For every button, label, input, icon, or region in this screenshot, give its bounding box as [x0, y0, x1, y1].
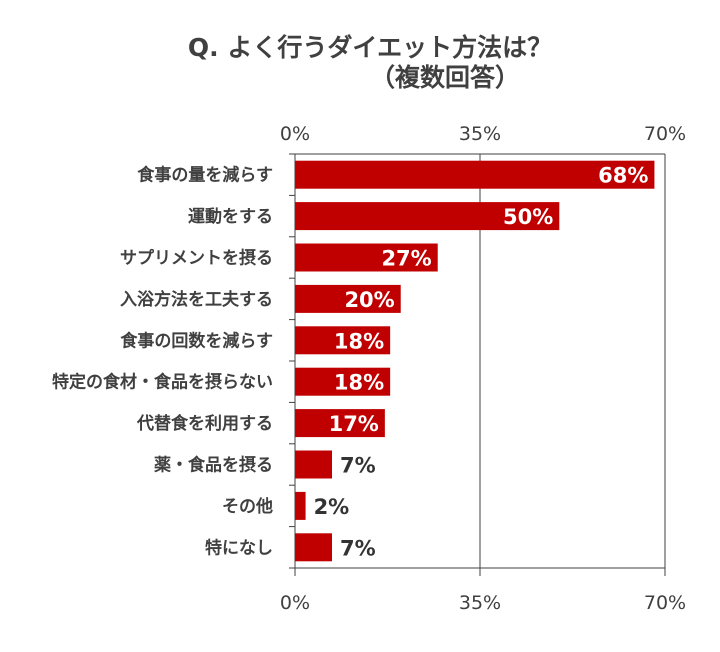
category-label: その他 [222, 496, 273, 517]
x-tick-label-bottom: 70% [644, 592, 686, 614]
bar [295, 450, 332, 479]
data-label: 50% [503, 205, 553, 229]
x-tick-label-top: 70% [644, 123, 686, 145]
category-label: 食事の量を減らす [137, 165, 273, 186]
bar [295, 243, 438, 272]
category-label: 代替食を利用する [136, 413, 273, 434]
x-tick-label-bottom: 0% [280, 592, 310, 614]
bar [295, 533, 332, 562]
data-label: 68% [598, 164, 648, 188]
bar [295, 160, 655, 189]
x-tick-label-top: 35% [459, 123, 501, 145]
x-tick-label-top: 0% [280, 123, 310, 145]
data-label: 27% [381, 247, 431, 271]
bar [295, 326, 391, 355]
data-label: 18% [334, 371, 384, 395]
data-label: 17% [329, 412, 379, 436]
data-label: 7% [340, 454, 376, 478]
category-label: 特になし [205, 537, 273, 558]
category-label: 特定の食材・食品を摂らない [52, 372, 273, 393]
data-label: 20% [344, 288, 394, 312]
data-label: 18% [334, 329, 384, 353]
data-label: 2% [314, 495, 350, 519]
category-label: 薬・食品を摂る [154, 455, 273, 476]
chart-subtitle: （複数回答） [370, 63, 521, 92]
chart-title: Q. よく行うダイエット方法は？ [187, 33, 553, 62]
category-label: 食事の回数を減らす [120, 330, 273, 351]
category-label: 運動をする [188, 206, 273, 227]
bar [295, 202, 560, 231]
data-label: 7% [340, 536, 376, 560]
x-tick-label-bottom: 35% [459, 592, 501, 614]
bar [295, 491, 306, 520]
category-label: 入浴方法を工夫する [120, 289, 273, 310]
bar [295, 409, 385, 438]
bar [295, 284, 401, 313]
bar [295, 367, 391, 396]
category-label: サプリメントを摂る [120, 248, 273, 269]
